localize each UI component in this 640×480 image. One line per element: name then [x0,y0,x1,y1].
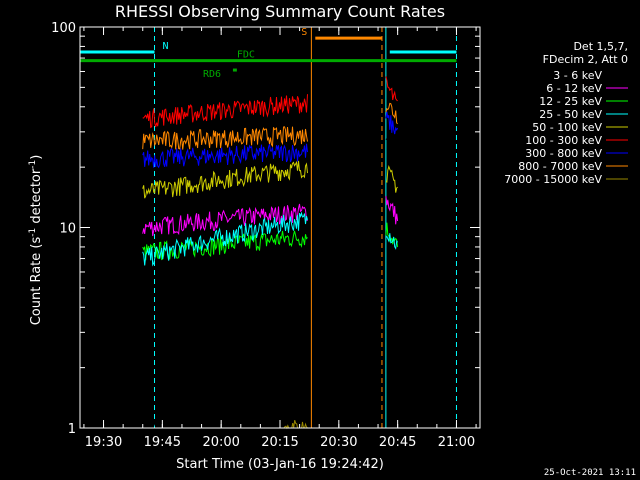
series-line [385,102,398,125]
legend-entry-label: 800 - 7000 keV [518,160,602,173]
legend-entry-label: 25 - 50 keV [539,108,602,121]
series-line [385,111,399,135]
x-tick-label: 20:45 [379,435,416,450]
series-line [142,203,308,237]
flag-label-n: N [163,41,169,52]
legend-entry-label: 7000 - 15000 keV [504,173,602,186]
series-line [142,143,308,169]
series-line [142,94,308,129]
x-tick-label: 21:00 [438,435,475,450]
x-tick-label: 20:30 [320,435,357,450]
legend-header: FDecim 2, Att 0 [543,53,628,66]
y-tick-label: 100 [51,21,76,36]
x-tick-label: 19:30 [85,435,122,450]
flag-label-rd6: RD6 [203,69,221,80]
x-axis-label: Start Time (03-Jan-16 19:24:42) [176,457,384,472]
x-tick-label: 20:15 [261,435,298,450]
series-line [142,230,308,261]
series-line [385,222,399,248]
series-line [142,126,308,150]
legend-entry-label: 50 - 100 keV [532,121,602,134]
series-line [142,160,308,199]
series-line [385,164,398,193]
y-tick-label: 10 [59,222,76,237]
legend-entry-label: 300 - 800 keV [525,147,602,160]
legend-entry-label: 12 - 25 keV [539,95,602,108]
legend-header: Det 1,5,7, [573,40,628,53]
x-tick-label: 20:00 [202,435,239,450]
flag-label-fdc: FDC [237,50,255,61]
chart-title: RHESSI Observing Summary Count Rates [115,2,445,21]
series-line [385,76,398,102]
series-line [385,196,399,225]
footer-stamp: 25-Oct-2021 13:11 [544,468,636,478]
legend-entry-label: 100 - 300 keV [525,134,602,147]
flag-label-s: S [301,27,307,38]
series-line [385,233,399,250]
series-line [385,138,399,162]
legend-entry-label: 3 - 6 keV [553,69,602,82]
series-line [142,211,308,267]
y-axis-label: Count Rate (s-1 detector-1) [28,155,44,326]
legend-entry-label: 6 - 12 keV [546,82,602,95]
x-tick-label: 19:45 [144,435,181,450]
y-tick-label: 1 [68,422,76,437]
